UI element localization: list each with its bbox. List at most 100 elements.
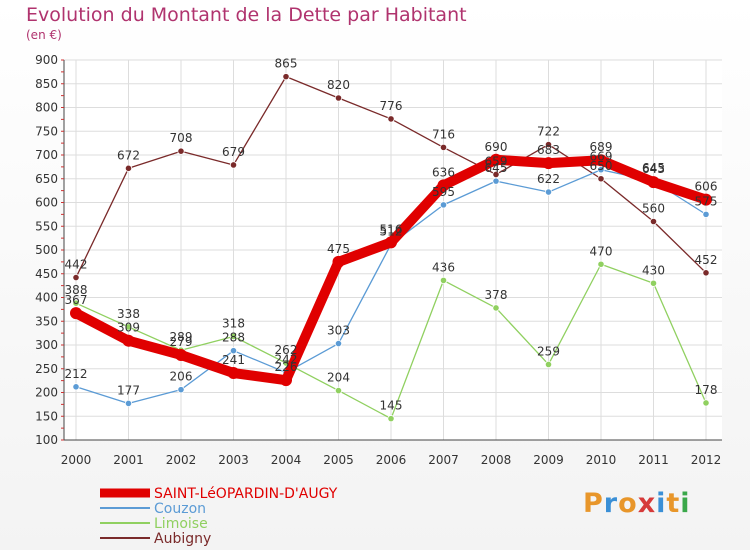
series-point-1 bbox=[229, 347, 238, 355]
data-label: 204 bbox=[327, 371, 350, 385]
data-label: 388 bbox=[65, 283, 88, 297]
data-label: 708 bbox=[170, 131, 193, 145]
series-point-0 bbox=[595, 154, 607, 167]
proxiti-logo: Proxiti bbox=[583, 488, 691, 519]
data-label: 512 bbox=[380, 224, 403, 238]
series-point-1 bbox=[72, 383, 80, 391]
data-label: 716 bbox=[432, 127, 455, 141]
data-label: 776 bbox=[380, 99, 403, 113]
legend-entry: Limoise bbox=[154, 516, 208, 532]
series-point-0 bbox=[542, 157, 555, 170]
data-label: 279 bbox=[170, 335, 193, 349]
y-tick-label: 600 bbox=[35, 196, 58, 210]
y-tick-label: 500 bbox=[35, 243, 58, 257]
x-tick-label: 2007 bbox=[428, 453, 459, 467]
data-label: 212 bbox=[65, 367, 88, 381]
data-label: 378 bbox=[485, 288, 508, 302]
x-tick-label: 2011 bbox=[638, 453, 669, 467]
series-point-2 bbox=[334, 386, 343, 395]
series-point-0 bbox=[227, 367, 240, 380]
legend-entry: SAINT-LéOPARDIN-D'AUGY bbox=[154, 486, 338, 502]
logo-letter: i bbox=[656, 488, 667, 519]
y-tick-label: 750 bbox=[35, 124, 58, 138]
series-point-1 bbox=[544, 188, 553, 196]
data-label: 865 bbox=[275, 57, 298, 71]
data-label: 622 bbox=[537, 172, 560, 186]
data-label: 178 bbox=[695, 383, 718, 397]
series-point-3 bbox=[597, 175, 605, 183]
x-tick-label: 2003 bbox=[218, 453, 249, 467]
x-tick-label: 2009 bbox=[533, 453, 564, 467]
data-label: 367 bbox=[65, 293, 88, 307]
y-tick-label: 900 bbox=[35, 53, 58, 67]
data-label: 177 bbox=[117, 383, 140, 397]
logo-letter: o bbox=[618, 488, 638, 519]
series-point-1 bbox=[597, 166, 605, 174]
series-point-3 bbox=[282, 73, 290, 81]
data-label: 259 bbox=[537, 344, 560, 358]
data-label: 430 bbox=[642, 263, 665, 277]
x-tick-label: 2006 bbox=[376, 453, 407, 467]
series-point-0 bbox=[700, 193, 712, 206]
data-label: 309 bbox=[117, 321, 140, 335]
x-tick-label: 2004 bbox=[271, 453, 302, 467]
data-label: 820 bbox=[327, 78, 350, 92]
series-point-0 bbox=[490, 153, 502, 166]
y-tick-label: 350 bbox=[35, 314, 58, 328]
series-point-0 bbox=[70, 307, 82, 320]
data-label: 289 bbox=[170, 330, 193, 344]
series-point-2 bbox=[597, 260, 605, 268]
series-point-2 bbox=[702, 399, 710, 407]
data-label: 452 bbox=[695, 253, 718, 267]
data-label: 650 bbox=[590, 159, 613, 173]
data-label: 338 bbox=[117, 307, 140, 321]
data-label: 436 bbox=[432, 260, 455, 274]
series-point-1 bbox=[439, 201, 448, 209]
series-point-2 bbox=[387, 415, 395, 423]
series-point-2 bbox=[439, 276, 448, 284]
x-tick-label: 2010 bbox=[586, 453, 617, 467]
chart-title: Evolution du Montant de la Dette par Hab… bbox=[26, 4, 467, 26]
data-label: 606 bbox=[695, 180, 718, 194]
data-label: 475 bbox=[327, 242, 350, 256]
x-tick-label: 2012 bbox=[691, 453, 722, 467]
y-tick-label: 800 bbox=[35, 101, 58, 115]
series-point-3 bbox=[72, 273, 80, 282]
data-label: 669 bbox=[590, 150, 613, 164]
data-label: 206 bbox=[170, 370, 193, 384]
series-point-2 bbox=[124, 323, 133, 331]
series-point-0 bbox=[122, 334, 135, 347]
series-point-2 bbox=[229, 332, 238, 341]
series-point-0 bbox=[175, 348, 187, 361]
data-label: 303 bbox=[327, 324, 350, 338]
series-point-1 bbox=[492, 177, 500, 185]
chart-subtitle: (en €) bbox=[26, 28, 62, 42]
y-tick-label: 300 bbox=[35, 338, 58, 352]
legend-entry: Couzon bbox=[154, 501, 206, 517]
logo-letter: P bbox=[583, 488, 604, 519]
x-tick-label: 2002 bbox=[166, 453, 197, 467]
y-tick-label: 150 bbox=[35, 409, 58, 423]
y-tick-label: 100 bbox=[35, 433, 58, 447]
data-label: 516 bbox=[380, 222, 403, 236]
legend-entry: Aubigny bbox=[154, 531, 211, 547]
data-label: 645 bbox=[642, 161, 665, 175]
data-label: 722 bbox=[537, 125, 560, 139]
data-label: 636 bbox=[432, 165, 455, 179]
x-tick-label: 2008 bbox=[481, 453, 512, 467]
series-point-3 bbox=[177, 147, 185, 155]
data-label: 318 bbox=[222, 316, 245, 330]
data-label: 689 bbox=[590, 140, 613, 154]
series-point-0 bbox=[280, 374, 292, 387]
series-point-2 bbox=[72, 299, 80, 307]
logo-letter: r bbox=[603, 488, 619, 519]
data-label: 595 bbox=[432, 185, 455, 199]
data-label: 672 bbox=[117, 148, 140, 162]
series-point-1 bbox=[124, 399, 133, 408]
series-point-1 bbox=[177, 386, 185, 394]
y-tick-label: 700 bbox=[35, 148, 58, 162]
series-point-1 bbox=[702, 210, 710, 218]
series-point-1 bbox=[334, 339, 343, 348]
logo-letter: t bbox=[666, 488, 681, 519]
